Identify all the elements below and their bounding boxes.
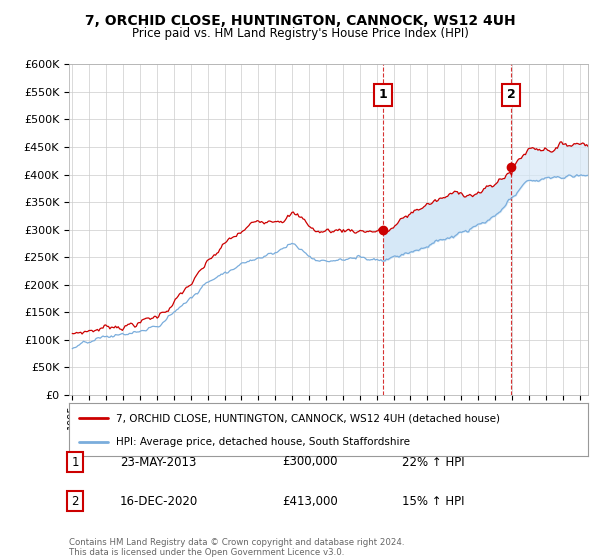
Text: £413,000: £413,000 — [282, 494, 338, 508]
Text: 23-MAY-2013: 23-MAY-2013 — [120, 455, 196, 469]
Text: 15% ↑ HPI: 15% ↑ HPI — [402, 494, 464, 508]
Text: 7, ORCHID CLOSE, HUNTINGTON, CANNOCK, WS12 4UH: 7, ORCHID CLOSE, HUNTINGTON, CANNOCK, WS… — [85, 14, 515, 28]
Text: 16-DEC-2020: 16-DEC-2020 — [120, 494, 198, 508]
Text: Contains HM Land Registry data © Crown copyright and database right 2024.
This d: Contains HM Land Registry data © Crown c… — [69, 538, 404, 557]
Text: 2: 2 — [507, 88, 515, 101]
Text: 2: 2 — [71, 494, 79, 508]
Text: 22% ↑ HPI: 22% ↑ HPI — [402, 455, 464, 469]
Text: HPI: Average price, detached house, South Staffordshire: HPI: Average price, detached house, Sout… — [116, 436, 410, 446]
Text: Price paid vs. HM Land Registry's House Price Index (HPI): Price paid vs. HM Land Registry's House … — [131, 27, 469, 40]
Text: 1: 1 — [71, 455, 79, 469]
Text: 7, ORCHID CLOSE, HUNTINGTON, CANNOCK, WS12 4UH (detached house): 7, ORCHID CLOSE, HUNTINGTON, CANNOCK, WS… — [116, 413, 500, 423]
Text: £300,000: £300,000 — [282, 455, 337, 469]
Text: 1: 1 — [379, 88, 388, 101]
